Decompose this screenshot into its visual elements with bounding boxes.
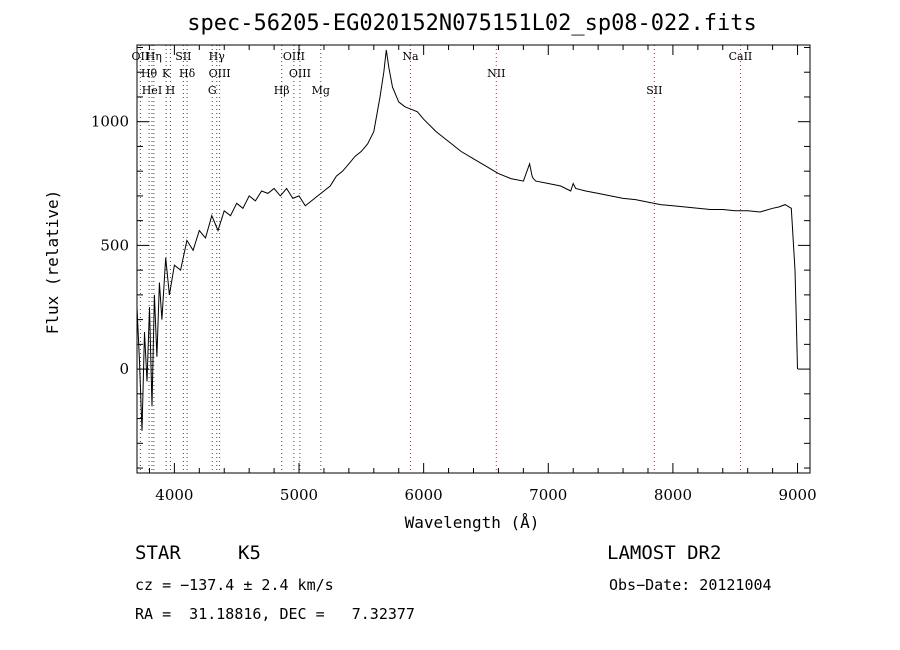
spectral-line-label: CaII (729, 50, 753, 63)
spectral-line-label: Na (402, 50, 419, 63)
spectral-line-label: Hγ (209, 50, 226, 63)
spectral-line-label: SII (175, 50, 191, 63)
y-tick-label: 1000 (91, 113, 129, 131)
spectral-line-label: Hθ (141, 67, 158, 80)
spectral-line-label: G (208, 84, 217, 97)
spectral-line-label: OIII (283, 50, 305, 63)
spectral-line-label: Hη (146, 50, 162, 63)
survey-label: LAMOST DR2 (607, 542, 722, 564)
x-axis-ticks: 4000 5000 6000 7000 8000 9000 (148, 45, 817, 504)
spectral-line-label: HeI (142, 84, 162, 97)
object-subclass-label: K5 (238, 542, 261, 564)
plot-frame (136, 44, 811, 474)
spectral-line-label: NII (487, 67, 505, 80)
spectral-line-label: OIII (289, 67, 311, 80)
redshift-text: cz = −137.4 ± 2.4 km/s (135, 576, 334, 594)
x-tick-label: 8000 (654, 486, 692, 504)
spectral-line-label: H (166, 84, 176, 97)
spectral-line-label: Mg (312, 84, 330, 97)
object-class-label: STAR (135, 542, 181, 564)
spectral-line-markers (139, 45, 741, 473)
spectral-line-label: SII (646, 84, 662, 97)
observation-date-text: Obs−Date: 20121004 (609, 576, 772, 594)
x-tick-label: 4000 (155, 486, 193, 504)
y-axis-title: Flux (relative) (43, 190, 62, 335)
x-axis-title: Wavelength (Å) (405, 513, 540, 532)
x-tick-label: 9000 (778, 486, 816, 504)
spectral-line-label: OII (132, 50, 150, 63)
y-tick-label: 0 (119, 360, 129, 378)
spectral-line-label: Hβ (274, 84, 290, 97)
spectrum-series-line (136, 49, 798, 431)
x-tick-label: 6000 (405, 486, 443, 504)
chart-title: spec-56205-EG020152N075151L02_sp08-022.f… (187, 11, 757, 36)
coordinates-text: RA = 31.18816, DEC = 7.32377 (135, 605, 415, 623)
y-tick-label: 500 (100, 236, 129, 254)
y-axis-ticks: 0 500 1000 (91, 46, 810, 469)
spectral-line-label: K (162, 67, 171, 80)
x-tick-label: 5000 (280, 486, 318, 504)
spectral-line-labels: OIIHθHeIHηKHSIIHδGHγOIIIHβOIIIOIIIMgNaNI… (132, 50, 753, 97)
x-tick-label: 7000 (529, 486, 567, 504)
spectral-line-label: OIII (209, 67, 231, 80)
spectral-line-label: Hδ (179, 67, 196, 80)
